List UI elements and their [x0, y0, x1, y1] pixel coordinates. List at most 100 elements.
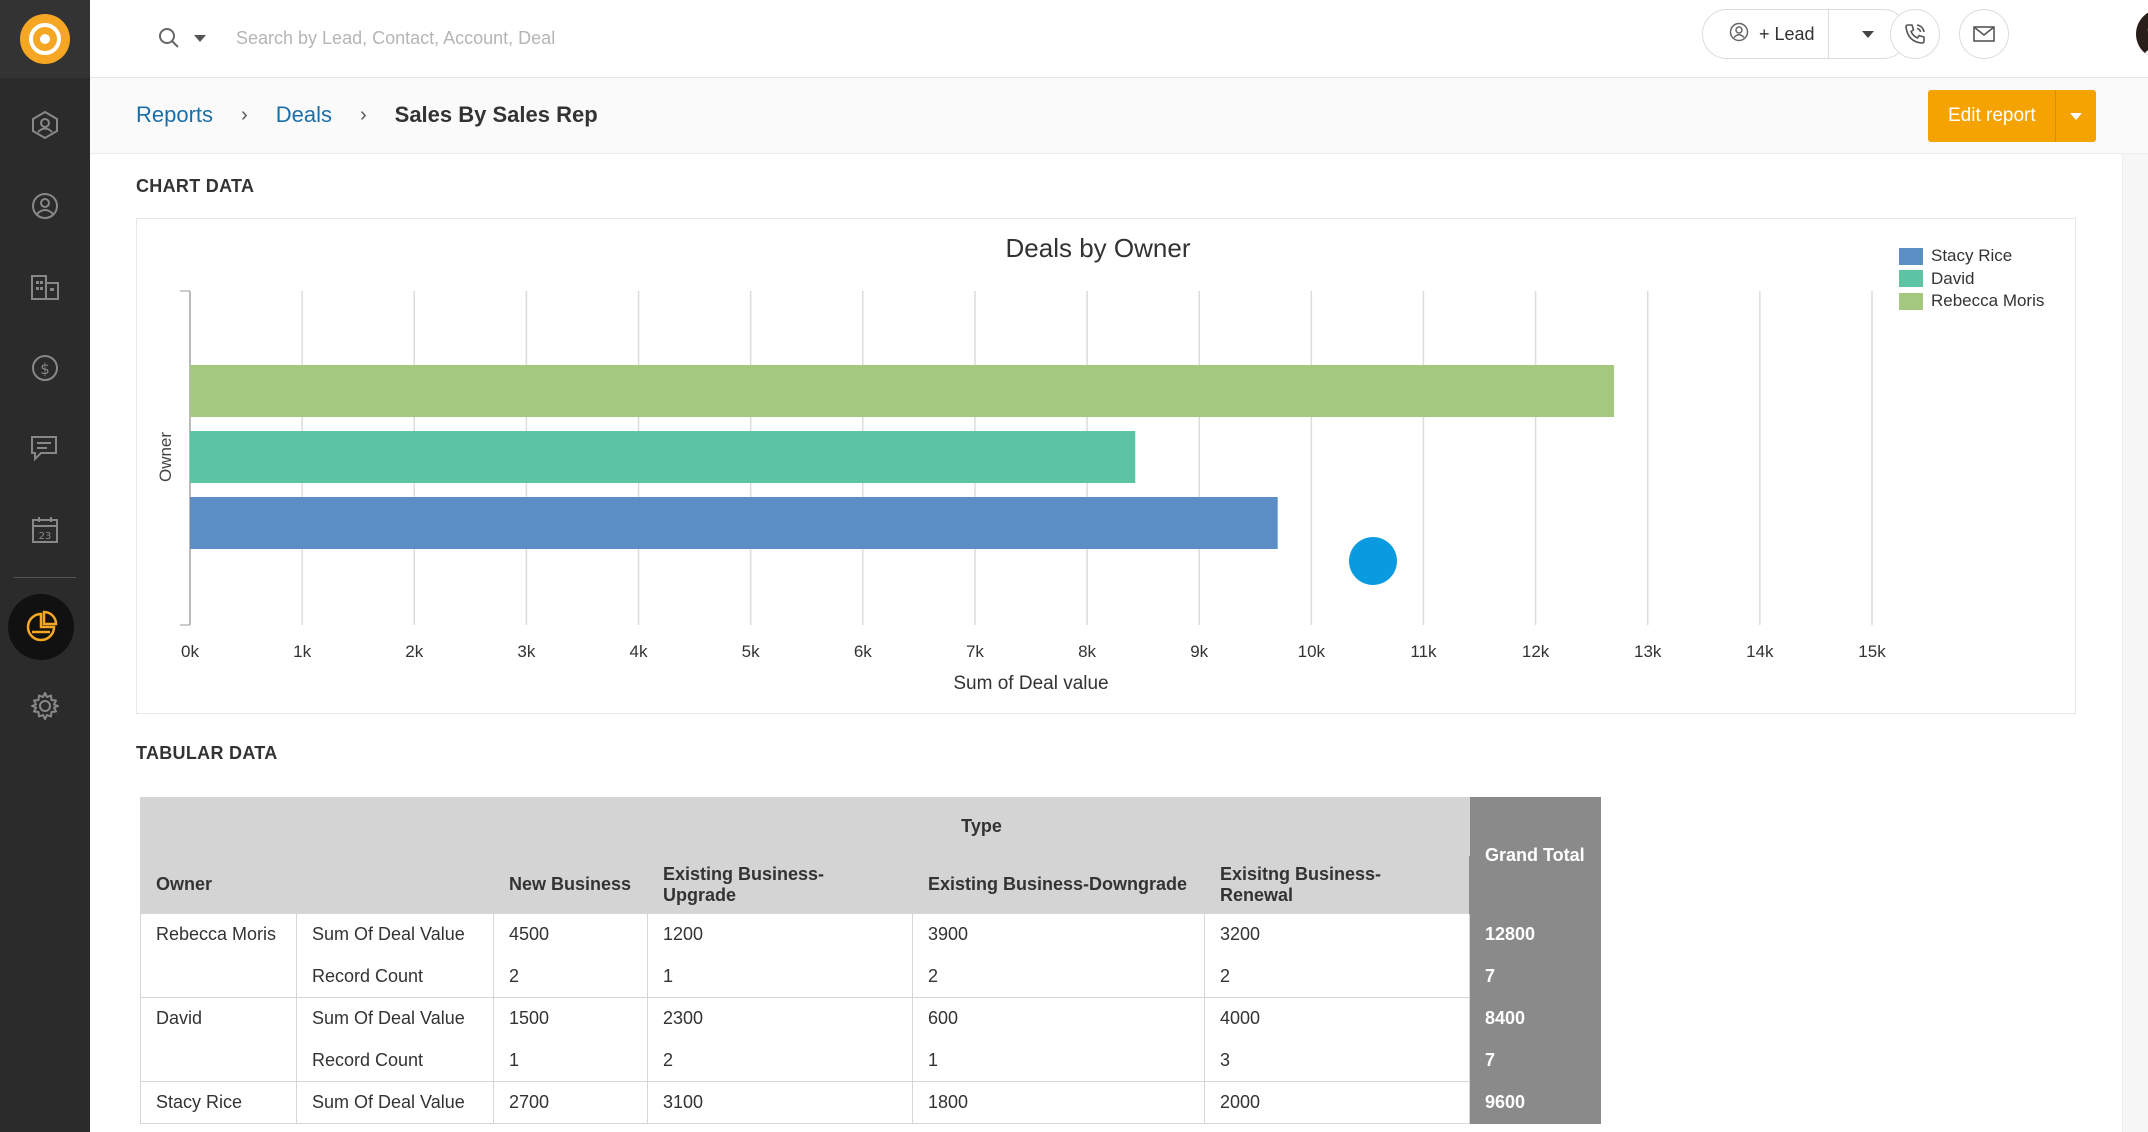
- logo-icon: [20, 14, 70, 64]
- value-cell: 1200: [647, 913, 913, 956]
- add-lead-dropdown[interactable]: [1829, 30, 1907, 38]
- value-cell: 1500: [493, 997, 648, 1040]
- svg-text:$: $: [40, 360, 50, 378]
- global-search: [156, 18, 756, 58]
- total-cell: 7: [1469, 1039, 1601, 1082]
- legend-swatch: [1899, 270, 1923, 288]
- app-logo[interactable]: [0, 0, 90, 78]
- user-avatar[interactable]: [2136, 9, 2148, 59]
- legend-item[interactable]: Rebecca Moris: [1899, 290, 2044, 313]
- table-section-title: TABULAR DATA: [136, 743, 278, 763]
- chart-container: Deals by Owner 0k 1k 2k 3k 4k 5k 6k 7k 8k 9k 10k 11…: [136, 218, 2076, 714]
- add-lead-label: + Lead: [1759, 23, 1815, 44]
- total-cell: 9600: [1469, 1081, 1601, 1124]
- edit-report-split-button: Edit report: [1928, 90, 2096, 142]
- value-cell: 2300: [647, 997, 913, 1040]
- value-cell: 2: [647, 1039, 913, 1082]
- search-icon[interactable]: [156, 25, 182, 51]
- x-axis-label: Sum of Deal value: [953, 673, 1108, 694]
- add-lead-split-button: + Lead: [1702, 9, 1908, 59]
- svg-text:23: 23: [39, 531, 52, 542]
- x-tick-label: 1k: [293, 642, 311, 661]
- accounts-icon[interactable]: [25, 267, 65, 307]
- value-cell: 2: [912, 955, 1205, 998]
- leads-icon[interactable]: [25, 105, 65, 145]
- search-scope-dropdown[interactable]: [194, 34, 206, 42]
- chevron-down-icon: [1862, 30, 1874, 38]
- x-tick-label: 3k: [517, 642, 535, 661]
- x-tick-label: 5k: [742, 642, 760, 661]
- conversations-icon[interactable]: [25, 428, 65, 468]
- value-cell: 3900: [912, 913, 1205, 956]
- owner-header: Owner: [140, 855, 297, 914]
- sidebar: $ 23: [0, 0, 90, 1132]
- value-cell: 600: [912, 997, 1205, 1040]
- table-row: Record Count 2 1 2 2 7: [140, 955, 1601, 998]
- breadcrumb-reports[interactable]: Reports: [136, 102, 214, 127]
- value-cell: 1800: [912, 1081, 1205, 1124]
- edit-report-dropdown[interactable]: [2056, 112, 2096, 120]
- contacts-icon[interactable]: [25, 186, 65, 226]
- phone-button[interactable]: [1890, 9, 1940, 59]
- owner-cell: Stacy Rice: [140, 1081, 297, 1124]
- grand-total-header: Grand Total: [1469, 797, 1601, 914]
- x-tick-label: 9k: [1190, 642, 1208, 661]
- chart-title: Deals by Owner: [1005, 233, 1191, 263]
- bar-stacy-rice: [190, 497, 1278, 549]
- value-cell: 1: [912, 1039, 1205, 1082]
- bar-rebecca-moris: [190, 365, 1615, 417]
- phone-icon: [1905, 24, 1925, 44]
- breadcrumb: Reports › Deals › Sales By Sales Rep: [136, 102, 598, 128]
- edit-report-button[interactable]: Edit report: [1928, 90, 2056, 142]
- table-row: Stacy Rice Sum Of Deal Value 2700 3100 1…: [140, 1081, 1601, 1124]
- top-bar: + Lead: [90, 0, 2148, 78]
- search-input[interactable]: [236, 27, 716, 49]
- legend-item[interactable]: Stacy Rice: [1899, 245, 2044, 268]
- x-tick-label: 0k: [181, 642, 199, 661]
- x-tick-label: 8k: [1078, 642, 1096, 661]
- breadcrumb-bar: Reports › Deals › Sales By Sales Rep Edi…: [90, 78, 2148, 154]
- value-cell: 2: [1204, 955, 1470, 998]
- x-tick-label: 13k: [1634, 642, 1662, 661]
- total-cell: 7: [1469, 955, 1601, 998]
- metric-cell: Record Count: [296, 955, 494, 998]
- type-header: Type: [493, 797, 1470, 856]
- x-tick-label: 14k: [1746, 642, 1774, 661]
- pivot-table: Type Grand Total Owner New Business Exis…: [140, 797, 1601, 1124]
- x-tick-label: 11k: [1410, 642, 1437, 661]
- chevron-down-icon: [2070, 112, 2082, 120]
- bar-david: [190, 431, 1136, 483]
- chart-section-title: CHART DATA: [136, 176, 255, 196]
- calendar-icon[interactable]: 23: [25, 510, 65, 550]
- value-cell: 4500: [493, 913, 648, 956]
- x-tick-label: 4k: [630, 642, 648, 661]
- email-button[interactable]: [1959, 9, 2009, 59]
- table-corner-cell: [140, 797, 297, 856]
- reports-icon[interactable]: [8, 594, 74, 660]
- value-cell: 1: [493, 1039, 648, 1082]
- legend-swatch: [1899, 247, 1923, 265]
- x-tick-label: 6k: [854, 642, 872, 661]
- breadcrumb-deals[interactable]: Deals: [275, 102, 332, 127]
- sidebar-divider: [14, 577, 76, 578]
- total-cell: 12800: [1469, 913, 1601, 956]
- chart-legend: Stacy Rice David Rebecca Moris: [1899, 245, 2044, 313]
- value-cell: 1: [647, 955, 913, 998]
- legend-item[interactable]: David: [1899, 268, 2044, 291]
- metric-cell: Sum Of Deal Value: [296, 997, 494, 1040]
- x-tick-label: 12k: [1522, 642, 1550, 661]
- add-lead-button[interactable]: + Lead: [1703, 10, 1829, 58]
- value-cell: 2: [493, 955, 648, 998]
- page-scrollbar[interactable]: [2122, 154, 2148, 1132]
- x-tick-label: 15k: [1858, 642, 1886, 661]
- x-tick-label: 7k: [966, 642, 984, 661]
- value-cell: 3100: [647, 1081, 913, 1124]
- settings-icon[interactable]: [25, 686, 65, 726]
- y-axis-label: Owner: [156, 432, 175, 482]
- column-header: New Business: [493, 855, 648, 914]
- value-cell: 2000: [1204, 1081, 1470, 1124]
- value-cell: 2700: [493, 1081, 648, 1124]
- deals-icon[interactable]: $: [25, 348, 65, 388]
- mouse-cursor-indicator: [1349, 537, 1397, 585]
- legend-label: David: [1931, 268, 1975, 288]
